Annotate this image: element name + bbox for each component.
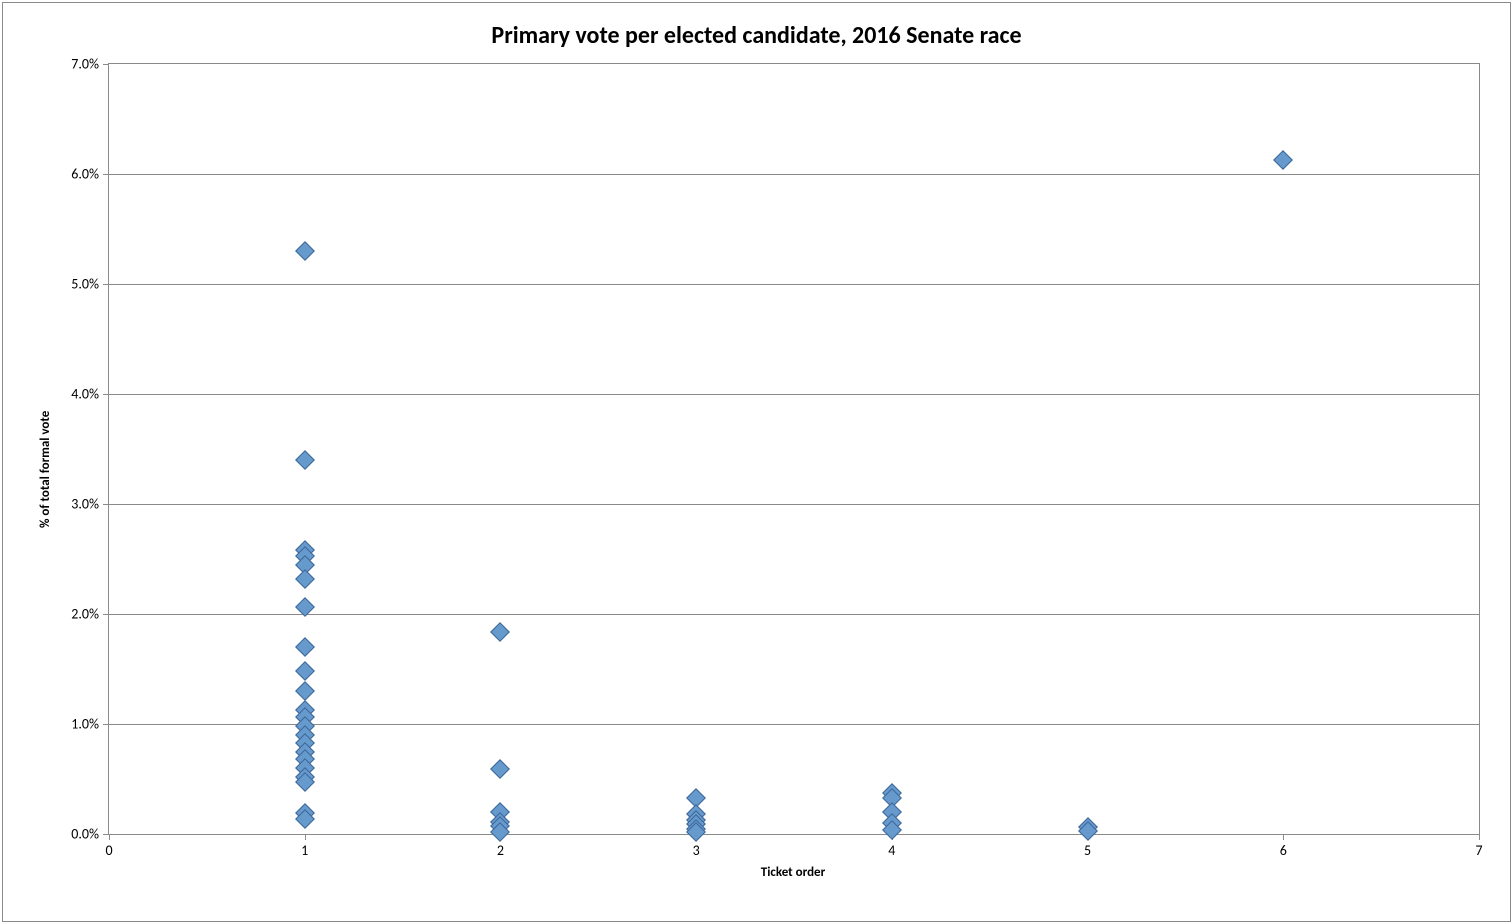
data-point	[295, 450, 315, 470]
data-point	[1273, 150, 1293, 170]
data-point	[295, 569, 315, 589]
x-tick-label: 0	[105, 834, 112, 859]
y-tick-label: 4.0%	[71, 386, 109, 403]
gridline	[109, 284, 1479, 285]
gridline	[109, 174, 1479, 175]
y-tick-label: 2.0%	[71, 606, 109, 623]
data-point	[295, 241, 315, 261]
chart-title: Primary vote per elected candidate, 2016…	[3, 21, 1510, 50]
x-axis-label: Ticket order	[108, 865, 1478, 880]
y-tick-label: 1.0%	[71, 716, 109, 733]
scatter-chart: Primary vote per elected candidate, 2016…	[2, 2, 1511, 922]
gridline	[109, 614, 1479, 615]
data-point	[491, 622, 511, 642]
x-tick-label: 7	[1475, 834, 1482, 859]
data-point	[295, 637, 315, 657]
y-tick-label: 6.0%	[71, 166, 109, 183]
plot-area: 0.0%1.0%2.0%3.0%4.0%5.0%6.0%7.0%01234567	[108, 63, 1480, 835]
x-tick-label: 1	[301, 834, 308, 859]
gridline	[109, 394, 1479, 395]
data-point	[491, 759, 511, 779]
gridline	[109, 504, 1479, 505]
y-tick-label: 7.0%	[71, 56, 109, 73]
data-point	[295, 661, 315, 681]
x-tick-label: 6	[1280, 834, 1287, 859]
y-axis-label: % of total formal vote	[38, 411, 53, 528]
y-tick-label: 3.0%	[71, 496, 109, 513]
y-tick-label: 0.0%	[71, 826, 109, 843]
y-tick-label: 5.0%	[71, 276, 109, 293]
data-point	[295, 681, 315, 701]
